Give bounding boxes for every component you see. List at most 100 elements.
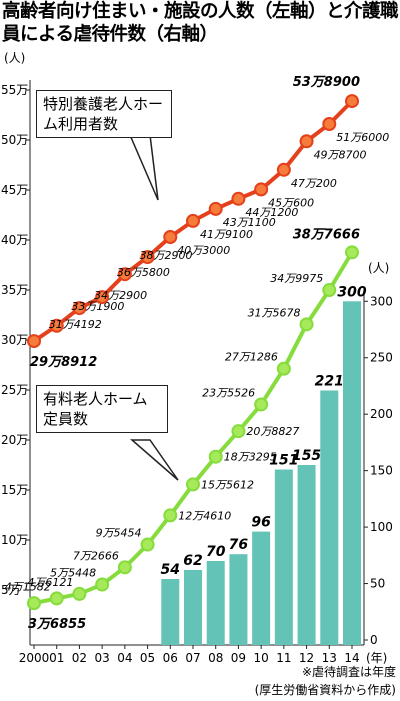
y2-axis-label: (人) — [368, 261, 389, 275]
value-label: 40万3000 — [177, 244, 230, 257]
x-axis-label: (年) — [366, 651, 387, 665]
value-label: 15万5612 — [201, 478, 254, 491]
value-label: 38万2900 — [140, 249, 193, 262]
bar-label: 96 — [251, 515, 271, 531]
marker — [322, 117, 337, 131]
bar — [320, 390, 339, 645]
callout-pointer — [129, 439, 179, 481]
marker — [95, 577, 110, 592]
y2-tick-label: 0 — [370, 633, 378, 647]
bar — [184, 570, 202, 645]
bar-label: 221 — [315, 373, 344, 389]
bar — [274, 469, 293, 645]
marker — [49, 318, 64, 333]
bar-label: 151 — [269, 453, 298, 469]
y2-tick-label: 200 — [370, 407, 393, 421]
marker — [49, 591, 64, 606]
marker — [208, 201, 223, 216]
x-tick-label: 06 — [163, 651, 178, 665]
y2-tick-label: 250 — [370, 351, 393, 365]
value-label: 9万5454 — [96, 527, 142, 540]
value-label: 45万600 — [268, 196, 314, 209]
value-label: 51万6000 — [336, 131, 389, 144]
bar — [252, 531, 271, 645]
bar — [297, 465, 316, 645]
marker — [254, 397, 269, 412]
x-tick-label: 09 — [231, 651, 246, 665]
y2-tick-label: 100 — [370, 520, 393, 534]
value-label: 47万200 — [291, 177, 337, 190]
callout-pointer — [128, 134, 159, 201]
x-tick-label: 14 — [344, 651, 359, 665]
y-tick-label: 5万 — [1, 583, 21, 597]
bar — [206, 560, 225, 645]
y-tick-label: 10万 — [1, 533, 28, 547]
value-label: 53万8900 — [293, 75, 360, 90]
marker — [231, 191, 246, 206]
value-label: 31万5678 — [248, 306, 301, 319]
bar-label: 70 — [206, 544, 226, 560]
y-tick-label: 20万 — [1, 433, 28, 447]
marker — [163, 508, 178, 523]
marker — [345, 94, 359, 109]
x-tick-label: 2000 — [19, 651, 50, 665]
y-tick-label: 35万 — [1, 283, 28, 297]
value-label: 3万6855 — [28, 617, 86, 632]
marker — [345, 245, 359, 260]
y-tick-label: 25万 — [1, 383, 28, 397]
value-label: 34万9975 — [270, 272, 323, 285]
marker — [231, 424, 246, 439]
value-label: 34万2900 — [94, 289, 147, 302]
marker — [163, 230, 178, 244]
bar-label: 54 — [161, 562, 180, 578]
value-label: 4万6121 — [27, 576, 73, 589]
bar-label: 300 — [337, 284, 366, 300]
marker — [140, 250, 155, 265]
value-label: 49万8700 — [314, 148, 367, 161]
bar-label: 76 — [229, 537, 249, 553]
marker — [322, 283, 337, 298]
callout: 有料老人ホーム定員数 — [36, 385, 168, 433]
note: ※虐待調査は年度 — [301, 665, 396, 679]
value-label: 36万5800 — [117, 266, 170, 279]
y2-tick-label: 150 — [370, 464, 393, 478]
value-label: 29万8912 — [30, 355, 97, 370]
marker — [117, 267, 132, 282]
x-tick-label: 08 — [208, 651, 223, 665]
x-tick-label: 13 — [322, 651, 337, 665]
value-label: 5万5448 — [50, 567, 96, 580]
y-tick-label: 30万 — [1, 333, 28, 347]
value-label: 31万4192 — [49, 318, 102, 331]
value-label: 23万5526 — [202, 386, 255, 399]
y-tick-label: 45万 — [1, 183, 28, 197]
y2-tick-label: 50 — [370, 577, 385, 591]
marker — [208, 449, 223, 464]
x-tick-label: 12 — [299, 651, 314, 665]
marker — [140, 537, 155, 552]
y-tick-label: 15万 — [1, 483, 28, 497]
marker — [72, 301, 87, 316]
x-tick-label: 07 — [185, 651, 200, 665]
x-tick-label: 01 — [49, 651, 64, 665]
marker — [299, 317, 314, 332]
value-label: 41万9100 — [200, 228, 253, 241]
value-label: 18万3295 — [224, 451, 277, 464]
marker — [27, 334, 41, 349]
marker — [95, 290, 110, 305]
y-tick-label: 50万 — [1, 133, 28, 147]
marker — [27, 596, 41, 611]
x-tick-label: 10 — [254, 651, 269, 665]
bar — [343, 301, 361, 645]
callout: 特別養護老人ホーム利用者数 — [36, 90, 172, 138]
marker — [254, 182, 269, 197]
bar-label: 155 — [292, 448, 321, 464]
y-tick-label: 55万 — [1, 83, 28, 97]
value-label: 7万2666 — [73, 549, 119, 562]
y2-tick-label: 300 — [370, 294, 393, 308]
value-label: 44万1200 — [245, 206, 298, 219]
note: (厚生労働省資料から作成) — [254, 683, 396, 697]
bar-label: 62 — [183, 553, 202, 569]
marker — [186, 213, 200, 228]
